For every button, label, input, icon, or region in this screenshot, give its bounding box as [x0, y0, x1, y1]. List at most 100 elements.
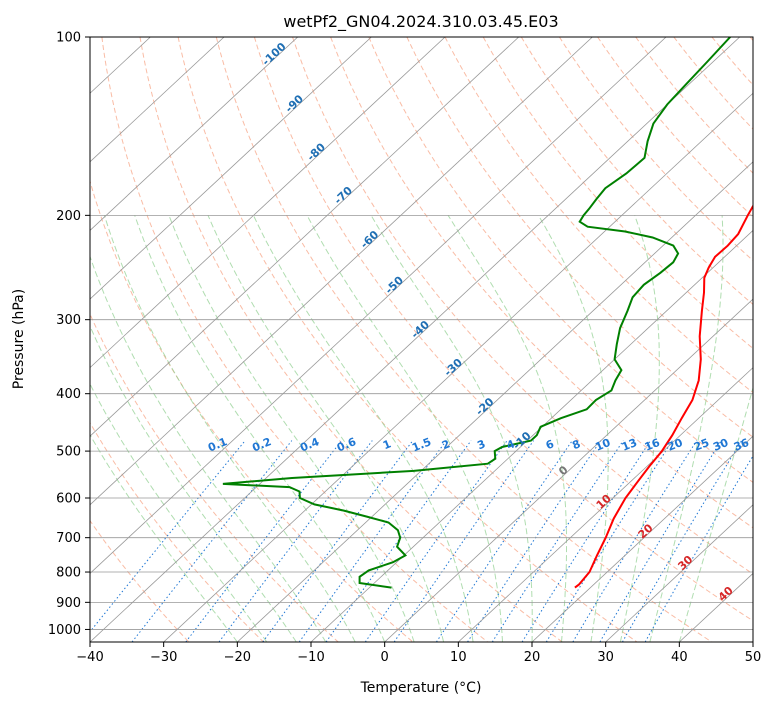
mixing-ratio-line [545, 440, 673, 642]
moist-adiabat-line [90, 324, 297, 642]
isotherm-line [90, 37, 372, 300]
moist-adiabat-line [678, 386, 753, 642]
x-tick-label: −30 [150, 650, 177, 665]
isotherm-line [310, 229, 753, 642]
mixing-ratio-line [435, 440, 573, 642]
mixing-ratio-line [218, 440, 373, 642]
dry-adiabat-line [368, 37, 753, 483]
background-lines [0, 37, 753, 642]
dry-adiabat-line [330, 37, 753, 529]
mixing-ratio-line [185, 440, 342, 642]
x-tick-label: 30 [597, 650, 614, 665]
moist-adiabat-line [537, 215, 609, 642]
mixing-ratio-line [644, 455, 753, 642]
x-axis: −40 −30 −20 −10 0 10 20 30 40 50 [76, 642, 761, 665]
isotherm-line [237, 161, 753, 642]
isotherm-line [531, 435, 753, 642]
mixing-ratio-line [298, 440, 447, 642]
mixing-ratio-line [262, 440, 414, 642]
mixing-ratio-line [467, 440, 602, 642]
moist-adiabat-line [207, 215, 445, 642]
y-tick-label: 300 [56, 313, 81, 328]
isotherm-line [384, 298, 753, 642]
y-tick-label: 500 [56, 445, 81, 460]
mixing-ratio-label: 20 [666, 436, 685, 454]
isotherm-line [90, 37, 520, 437]
mixing-ratio-label: 25 [692, 436, 711, 454]
x-tick-label: −40 [76, 650, 103, 665]
mixing-ratio-label: 6 [544, 437, 556, 452]
isotherm-label: -40 [409, 318, 433, 341]
mixing-ratio-label: 8 [570, 437, 582, 452]
y-tick-label: 900 [56, 596, 81, 611]
y-axis: 100 200 300 400 500 600 700 800 900 1000 [48, 31, 90, 638]
dry-adiabat-line [90, 421, 264, 642]
isotherm-label: -60 [358, 228, 382, 251]
y-tick-label: 800 [56, 566, 81, 581]
isotherm-label: -50 [383, 273, 407, 296]
isotherm-line [0, 37, 3, 642]
y-axis-label: Pressure (hPa) [11, 289, 27, 389]
x-tick-label: 40 [671, 650, 688, 665]
isotherm-line [90, 37, 299, 231]
isotherm-line [90, 37, 741, 642]
y-tick-label: 700 [56, 531, 81, 546]
x-tick-label: 50 [745, 650, 762, 665]
dry-adiabat-line [215, 37, 712, 642]
isotherm-label: -20 [473, 395, 497, 418]
dry-adiabat-line [101, 37, 488, 642]
y-tick-label: 200 [56, 209, 81, 224]
mixing-ratio-label: 1 [381, 437, 393, 452]
mixing-ratio-label: 0.2 [250, 435, 273, 454]
mixing-ratio-label: 1.5 [410, 435, 433, 454]
dry-adiabat-line [482, 37, 753, 350]
mixing-ratio-label: 30 [711, 436, 730, 454]
mixing-ratio-line [131, 440, 293, 642]
moist-adiabat-line [447, 215, 567, 642]
moist-adiabat-line [168, 215, 415, 642]
dry-adiabat-line [406, 37, 753, 438]
isotherm-label: 30 [675, 553, 695, 573]
dry-adiabat-line [635, 37, 753, 174]
isotherm-line [752, 641, 753, 642]
mixing-ratio-label: 36 [732, 436, 751, 454]
moist-adiabat-line [90, 433, 238, 642]
isotherm-line [90, 37, 446, 369]
y-tick-label: 1000 [48, 623, 81, 638]
dry-adiabat-line [711, 37, 753, 86]
dry-adiabat-line [90, 179, 414, 642]
dry-adiabat-line [90, 312, 339, 642]
mixing-ratio-line [621, 440, 743, 642]
moist-adiabat-line [649, 215, 724, 642]
isotherm-label: 20 [636, 521, 656, 541]
mixing-ratio-label: 16 [643, 436, 662, 454]
dewpoint-profile-line [222, 37, 731, 589]
isotherm-line [90, 37, 225, 163]
moist-adiabat-line [103, 215, 356, 642]
temperature-profile-line [574, 204, 753, 589]
dry-adiabat-line [90, 519, 190, 642]
moist-adiabat-line [619, 215, 660, 642]
mixing-ratio-label: 10 [593, 436, 612, 454]
isotherm-label: -100 [260, 40, 289, 69]
isotherm-label: -90 [283, 92, 307, 115]
moist-adiabat-line [90, 255, 327, 642]
mixing-ratio-line [599, 440, 722, 642]
x-tick-label: 0 [381, 650, 389, 665]
y-tick-label: 600 [56, 492, 81, 507]
dry-adiabat-line [597, 37, 753, 218]
chart-title: wetPf2_GN04.2024.310.03.45.E03 [283, 12, 558, 32]
profile-lines [222, 37, 753, 589]
x-tick-label: −20 [224, 650, 251, 665]
isotherm-line [90, 37, 593, 506]
isotherm-line [458, 367, 753, 642]
mixing-ratio-label: 3 [475, 437, 487, 452]
x-tick-label: 20 [524, 650, 541, 665]
mixing-ratio-line [364, 440, 508, 642]
mixing-ratio-line [491, 440, 624, 642]
dry-adiabat-line [673, 37, 753, 130]
isotherm-line [163, 92, 753, 642]
mixing-ratio-line [90, 440, 246, 633]
mixing-ratio-label: 0.4 [298, 435, 321, 454]
